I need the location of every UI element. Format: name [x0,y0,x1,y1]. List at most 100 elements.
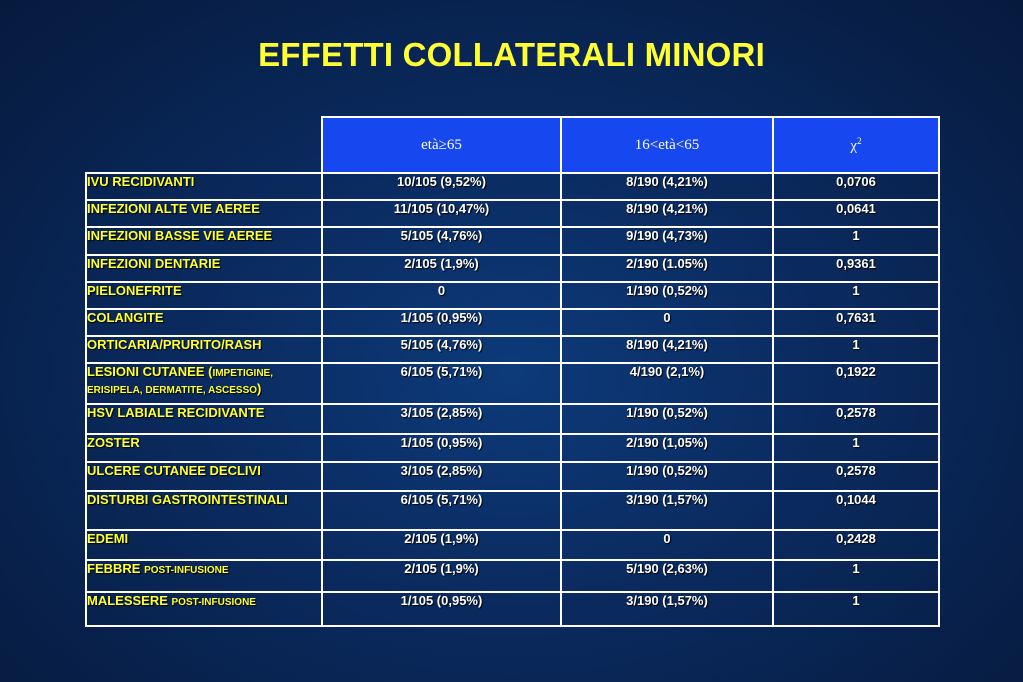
value-chi-square: 0,7631 [772,308,940,337]
value-chi-square: 0,1044 [772,490,940,531]
value-age-16-65: 8/190 (4,21%) [560,335,774,364]
row-label-main: PIELONEFRITE [87,283,182,298]
value-chi-square: 0,0706 [772,172,940,201]
row-label-main: IVU RECIDIVANTI [87,174,195,189]
value-chi-square: 1 [772,226,940,256]
side-effects-table: età≥65 16<età<65 χ2 IVU RECIDIVANTI 10/10… [85,116,940,627]
table-row: IVU RECIDIVANTI 10/105 (9,52%) 8/190 (4,21… [85,172,940,201]
table-row: ZOSTER 1/105 (0,95%) 2/190 (1,05%) 1 [85,433,940,463]
value-age-16-65: 2/190 (1,05%) [560,433,774,463]
value-chi-square: 0,9361 [772,254,940,283]
row-label: INFEZIONI BASSE VIE AEREE [85,226,323,256]
header-age-over-65: età≥65 [321,116,562,174]
row-label-main: EDEMI [87,531,129,546]
table-row: HSV LABIALE RECIDIVANTE 3/105 (2,85%) 1/19… [85,403,940,435]
value-age-over-65: 10/105 (9,52%) [321,172,562,201]
value-age-16-65: 5/190 (2,63%) [560,559,774,593]
value-chi-square: 0,2428 [772,529,940,561]
row-label-main: INFEZIONI DENTARIE [87,256,221,271]
table-row: INFEZIONI DENTARIE 2/105 (1,9%) 2/190 (1.0… [85,254,940,283]
chi-symbol: χ [850,137,858,154]
header-blank-cell [86,117,322,173]
table-row: DISTURBI GASTROINTESTINALI 6/105 (5,71%) 3… [85,490,940,531]
row-label-detail: IMPETIGINE, ERISIPELA, DERMATITE, ASCESS… [87,368,273,396]
table-row: PIELONEFRITE 0 1/190 (0,52%) 1 [85,281,940,310]
value-age-over-65: 2/105 (1,9%) [321,529,562,561]
row-label: ULCERE CUTANEE DECLIVI [85,461,323,492]
table-row: ORTICARIA/PRURITO/RASH 5/105 (4,76%) 8/190… [85,335,940,364]
table-row: INFEZIONI BASSE VIE AEREE 5/105 (4,76%) 9/… [85,226,940,256]
row-label: DISTURBI GASTROINTESTINALI [85,490,323,531]
value-age-over-65: 2/105 (1,9%) [321,559,562,593]
value-age-over-65: 1/105 (0,95%) [321,308,562,337]
value-age-16-65: 1/190 (0,52%) [560,461,774,492]
header-row: età≥65 16<età<65 χ2 [86,116,940,174]
value-age-16-65: 1/190 (0,52%) [560,281,774,310]
table-row: INFEZIONI ALTE VIE AEREE 11/105 (10,47%) 8… [85,199,940,228]
row-label-main: ZOSTER [87,435,140,450]
value-age-16-65: 0 [560,529,774,561]
value-age-over-65: 6/105 (5,71%) [321,362,562,405]
table-row: EDEMI 2/105 (1,9%) 0 0,2428 [85,529,940,561]
row-label: HSV LABIALE RECIDIVANTE [85,403,323,435]
row-label-main: MALESSERE [87,593,172,608]
row-label: ZOSTER [85,433,323,463]
value-age-16-65: 3/190 (1,57%) [560,591,774,627]
row-label-main: COLANGITE [87,310,164,325]
value-age-over-65: 0 [321,281,562,310]
value-chi-square: 1 [772,433,940,463]
value-age-over-65: 2/105 (1,9%) [321,254,562,283]
value-age-16-65: 8/190 (4,21%) [560,172,774,201]
row-label-main: ORTICARIA/PRURITO/RASH [87,337,262,352]
row-label: INFEZIONI ALTE VIE AEREE [85,199,323,228]
row-label: EDEMI [85,529,323,561]
row-label: PIELONEFRITE [85,281,323,310]
row-label: COLANGITE [85,308,323,337]
value-chi-square: 0,0641 [772,199,940,228]
row-label-main: HSV LABIALE RECIDIVANTE [87,405,265,420]
value-age-16-65: 0 [560,308,774,337]
value-chi-square: 0,2578 [772,461,940,492]
value-age-16-65: 4/190 (2,1%) [560,362,774,405]
table-row: LESIONI CUTANEE (IMPETIGINE, ERISIPELA, … [85,362,940,405]
table-body: IVU RECIDIVANTI 10/105 (9,52%) 8/190 (4,21… [85,172,940,627]
value-chi-square: 1 [772,591,940,627]
table-row: FEBBRE POST-INFUSIONE 2/105 (1,9%) 5/190 (… [85,559,940,593]
row-label: FEBBRE POST-INFUSIONE [85,559,323,593]
value-chi-square: 0,2578 [772,403,940,435]
table-row: MALESSERE POST-INFUSIONE 1/105 (0,95%) 3/1… [85,591,940,627]
value-chi-square: 1 [772,335,940,364]
value-chi-square: 1 [772,281,940,310]
header-chi-square: χ2 [772,116,940,174]
value-age-over-65: 3/105 (2,85%) [321,461,562,492]
value-chi-square: 1 [772,559,940,593]
row-label: ORTICARIA/PRURITO/RASH [85,335,323,364]
value-chi-square: 0,1922 [772,362,940,405]
row-label-main: INFEZIONI BASSE VIE AEREE [87,228,273,243]
value-age-16-65: 8/190 (4,21%) [560,199,774,228]
table-row: ULCERE CUTANEE DECLIVI 3/105 (2,85%) 1/190… [85,461,940,492]
row-label-main: DISTURBI GASTROINTESTINALI [87,492,288,507]
value-age-16-65: 2/190 (1.05%) [560,254,774,283]
chi-exponent: 2 [857,135,862,146]
value-age-over-65: 1/105 (0,95%) [321,591,562,627]
value-age-over-65: 11/105 (10,47%) [321,199,562,228]
row-label-tail: ) [257,381,262,396]
table-row: COLANGITE 1/105 (0,95%) 0 0,7631 [85,308,940,337]
row-label: INFEZIONI DENTARIE [85,254,323,283]
row-label: MALESSERE POST-INFUSIONE [85,591,323,627]
row-label-main: INFEZIONI ALTE VIE AEREE [87,201,260,216]
row-label-main: LESIONI CUTANEE ( [87,364,213,379]
value-age-16-65: 3/190 (1,57%) [560,490,774,531]
value-age-over-65: 1/105 (0,95%) [321,433,562,463]
value-age-over-65: 5/105 (4,76%) [321,335,562,364]
header-age-16-65: 16<età<65 [560,116,774,174]
value-age-16-65: 9/190 (4,73%) [560,226,774,256]
row-label-main: FEBBRE [87,561,145,576]
row-label-main: ULCERE CUTANEE DECLIVI [87,463,261,478]
row-label: LESIONI CUTANEE (IMPETIGINE, ERISIPELA, … [85,362,323,405]
row-label-detail: POST-INFUSIONE [171,597,256,608]
value-age-over-65: 6/105 (5,71%) [321,490,562,531]
row-label: IVU RECIDIVANTI [85,172,323,201]
slide-title: EFFETTI COLLATERALI MINORI [258,36,765,73]
